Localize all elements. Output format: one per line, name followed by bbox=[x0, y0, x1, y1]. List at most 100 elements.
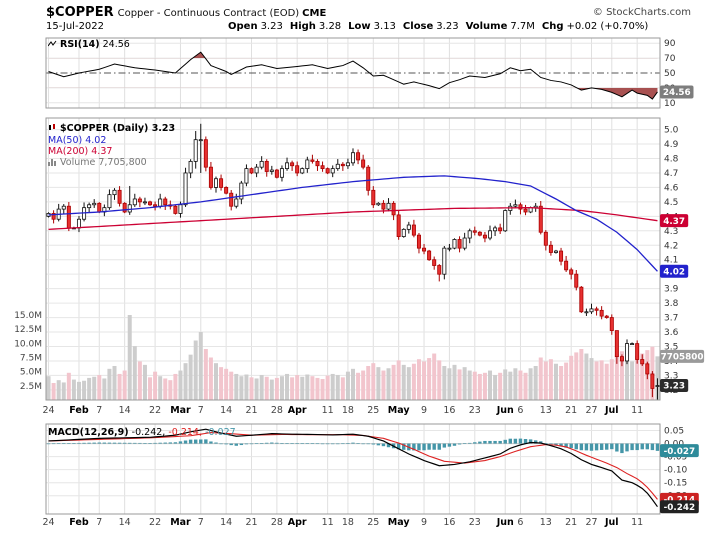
svg-text:14: 14 bbox=[119, 405, 131, 416]
svg-text:3.8: 3.8 bbox=[664, 299, 679, 309]
svg-text:11: 11 bbox=[631, 405, 643, 416]
svg-text:0.05: 0.05 bbox=[664, 427, 684, 437]
signal-legend-value: -0.214, bbox=[168, 427, 202, 438]
svg-text:15.0M: 15.0M bbox=[14, 311, 42, 321]
svg-text:-0.10: -0.10 bbox=[664, 466, 688, 476]
svg-text:4.02: 4.02 bbox=[663, 267, 685, 277]
svg-text:-0.05: -0.05 bbox=[664, 453, 687, 463]
hist-legend-value: -0.027 bbox=[205, 427, 236, 438]
svg-text:4.3: 4.3 bbox=[664, 227, 678, 237]
svg-text:6: 6 bbox=[517, 517, 523, 528]
high-label: High bbox=[289, 21, 316, 32]
chart-date: 15-Jul-2022 bbox=[46, 21, 105, 32]
indicator-icon bbox=[47, 40, 57, 51]
rsi-panel bbox=[46, 42, 660, 104]
open-label: Open bbox=[228, 21, 258, 32]
svg-text:21: 21 bbox=[245, 517, 257, 528]
svg-text:7: 7 bbox=[96, 517, 102, 528]
symbol-title: $COPPER bbox=[46, 5, 114, 20]
svg-text:4.7: 4.7 bbox=[664, 169, 678, 179]
svg-text:9: 9 bbox=[421, 405, 427, 416]
low-label: Low bbox=[348, 21, 371, 32]
svg-text:11: 11 bbox=[322, 517, 334, 528]
svg-text:Jul: Jul bbox=[604, 517, 619, 528]
svg-text:3.3: 3.3 bbox=[664, 371, 678, 381]
svg-text:24: 24 bbox=[42, 517, 54, 528]
svg-text:Jun: Jun bbox=[496, 405, 514, 416]
volume-legend: Volume 7,705,800 bbox=[60, 157, 147, 168]
svg-text:Mar: Mar bbox=[170, 405, 191, 416]
svg-text:4.9: 4.9 bbox=[664, 140, 679, 150]
svg-text:Jun: Jun bbox=[496, 517, 514, 528]
svg-text:21: 21 bbox=[565, 405, 577, 416]
svg-text:-0.15: -0.15 bbox=[664, 479, 687, 489]
svg-text:7: 7 bbox=[198, 517, 204, 528]
svg-text:25: 25 bbox=[367, 517, 379, 528]
svg-text:Feb: Feb bbox=[69, 517, 89, 528]
volume-value: 7.7M bbox=[510, 21, 535, 32]
svg-text:7.5M: 7.5M bbox=[20, 354, 42, 364]
svg-text:7705800: 7705800 bbox=[661, 353, 704, 363]
macd-legend-label: MACD(12,26,9) bbox=[48, 427, 129, 438]
quote-row: Open 3.23 High 3.28 Low 3.13 Close 3.23 Volume 7.… bbox=[228, 21, 648, 32]
volume-label: Volume bbox=[465, 21, 508, 32]
svg-text:24: 24 bbox=[42, 405, 54, 416]
svg-text:18: 18 bbox=[342, 405, 354, 416]
low-value: 3.13 bbox=[373, 21, 396, 32]
chart-canvas: 90705030105.04.94.84.74.64.54.44.34.24.1… bbox=[14, 37, 705, 528]
symbol-exchange: CME bbox=[302, 8, 327, 19]
svg-text:4.8: 4.8 bbox=[664, 154, 679, 164]
svg-text:3.6: 3.6 bbox=[664, 328, 679, 338]
svg-text:4.5: 4.5 bbox=[664, 198, 678, 208]
svg-text:23: 23 bbox=[469, 405, 481, 416]
svg-text:3.23: 3.23 bbox=[663, 382, 685, 392]
open-value: 3.23 bbox=[260, 21, 283, 32]
svg-text:14: 14 bbox=[119, 517, 131, 528]
svg-text:2.5M: 2.5M bbox=[20, 382, 42, 392]
svg-text:14: 14 bbox=[220, 517, 232, 528]
svg-text:5.0: 5.0 bbox=[664, 126, 679, 136]
panel-backgrounds bbox=[46, 38, 660, 514]
svg-text:5.0M: 5.0M bbox=[20, 368, 42, 378]
volume-bars bbox=[46, 315, 660, 400]
svg-text:Feb: Feb bbox=[69, 405, 89, 416]
rsi-legend: RSI(14) 24.56 bbox=[47, 39, 130, 51]
ma50-legend: MA(50) 4.02 bbox=[48, 135, 107, 146]
svg-text:Apr: Apr bbox=[288, 517, 307, 528]
svg-text:22: 22 bbox=[149, 517, 161, 528]
svg-text:16: 16 bbox=[443, 405, 455, 416]
svg-text:14: 14 bbox=[220, 405, 232, 416]
svg-text:9: 9 bbox=[421, 517, 427, 528]
svg-text:28: 28 bbox=[271, 405, 283, 416]
svg-text:25: 25 bbox=[367, 405, 379, 416]
panel-borders bbox=[45, 37, 661, 515]
symbol-description: Copper - Continuous Contract (EOD) bbox=[117, 8, 300, 19]
copyright-link[interactable]: © StockCharts.com bbox=[592, 7, 691, 18]
svg-text:7: 7 bbox=[96, 405, 102, 416]
svg-text:21: 21 bbox=[245, 405, 257, 416]
svg-text:18: 18 bbox=[342, 517, 354, 528]
macd-legend: MACD(12,26,9) -0.242, -0.214, -0.027 bbox=[48, 427, 236, 438]
svg-text:27: 27 bbox=[585, 405, 597, 416]
svg-text:7: 7 bbox=[198, 405, 204, 416]
svg-text:6: 6 bbox=[517, 405, 523, 416]
rsi-legend-value: 24.56 bbox=[102, 39, 130, 50]
svg-text:21: 21 bbox=[565, 517, 577, 528]
svg-text:11: 11 bbox=[322, 405, 334, 416]
svg-text:28: 28 bbox=[271, 517, 283, 528]
svg-text:3.7: 3.7 bbox=[664, 314, 678, 324]
volume-legend-line: Volume 7,705,800 bbox=[48, 157, 175, 169]
svg-text:4.37: 4.37 bbox=[663, 217, 685, 227]
value-badges: 24.564.374.0277058003.23-0.027-0.214-0.2… bbox=[660, 85, 705, 514]
svg-text:13: 13 bbox=[540, 517, 552, 528]
svg-text:13: 13 bbox=[540, 405, 552, 416]
svg-text:Mar: Mar bbox=[170, 517, 191, 528]
candlesticks bbox=[46, 123, 660, 400]
symbol-legend: $COPPER (Daily) 3.23 bbox=[60, 123, 176, 134]
svg-text:3.5: 3.5 bbox=[664, 342, 678, 352]
svg-text:16: 16 bbox=[443, 517, 455, 528]
svg-text:27: 27 bbox=[585, 517, 597, 528]
svg-text:70: 70 bbox=[664, 54, 676, 64]
svg-text:90: 90 bbox=[664, 39, 676, 49]
